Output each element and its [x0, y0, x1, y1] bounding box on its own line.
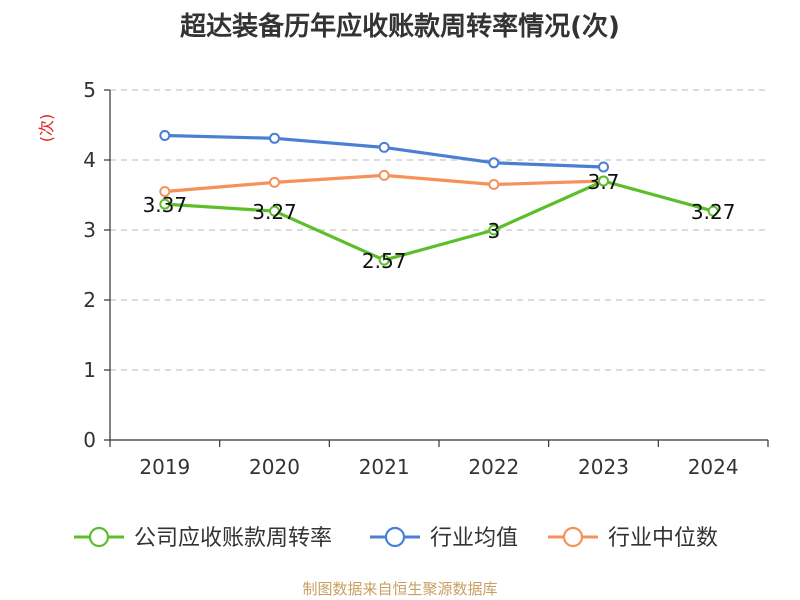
data-label: 2.57	[362, 249, 407, 273]
data-label: 3.37	[143, 193, 188, 217]
data-point	[707, 205, 719, 217]
data-point	[488, 224, 500, 236]
axes: 0 1 2 3 4 5 2019 2020 2021 2022 2023 2024	[83, 78, 769, 479]
y-axis-label: (次)	[37, 114, 56, 143]
legend-marker	[562, 526, 584, 548]
legend-item: 行业中位数	[548, 526, 718, 551]
y-tick-label: 4	[83, 148, 96, 172]
data-point	[159, 198, 171, 210]
data-point	[598, 175, 609, 187]
chart-title: 超达装备历年应收账款周转率情况(次)	[180, 12, 620, 42]
data-point	[488, 179, 500, 190]
legend: 公司应收账款周转率 行业均值 行业中位数	[74, 526, 718, 551]
x-tick-label: 2023	[578, 455, 629, 479]
data-point	[269, 205, 280, 217]
x-tick-label: 2021	[359, 455, 410, 479]
data-point	[269, 176, 280, 188]
data-source-note: 制图数据来自恒生聚源数据库	[302, 580, 498, 598]
x-tick-label: 2019	[139, 455, 190, 479]
x-tick-label: 2024	[688, 455, 739, 479]
x-tick-label: 2022	[468, 455, 519, 479]
legend-label: 行业中位数	[608, 526, 718, 551]
grid-lines	[110, 89, 768, 371]
series-points	[159, 130, 719, 266]
data-point	[159, 186, 171, 197]
y-tick-label: 0	[83, 428, 96, 452]
data-point	[378, 254, 390, 266]
y-tick-label: 1	[83, 358, 96, 382]
data-label: 3	[487, 219, 500, 243]
series-line-0	[164, 179, 714, 262]
legend-label: 行业均值	[430, 526, 518, 551]
y-tick-label: 2	[83, 288, 96, 312]
legend-item: 公司应收账款周转率	[74, 526, 332, 551]
data-point	[378, 141, 390, 153]
y-tick-label: 3	[83, 218, 96, 242]
data-label: 3.27	[252, 200, 297, 224]
series-lines	[164, 133, 714, 262]
data-label: 3.7	[588, 170, 620, 194]
data-label: 3.27	[691, 200, 736, 224]
x-tick-label: 2020	[249, 455, 300, 479]
legend-item: 行业均值	[370, 526, 518, 551]
data-point	[488, 157, 500, 169]
legend-label: 公司应收账款周转率	[134, 526, 332, 551]
data-point	[598, 161, 609, 173]
legend-marker	[384, 526, 406, 548]
legend-marker	[88, 526, 110, 548]
data-labels: 3.37 3.27 2.57 3 3.7 3.27	[143, 170, 736, 273]
data-point	[378, 169, 390, 181]
data-point	[159, 130, 171, 141]
y-tick-label: 5	[83, 78, 96, 102]
data-point	[269, 132, 280, 144]
